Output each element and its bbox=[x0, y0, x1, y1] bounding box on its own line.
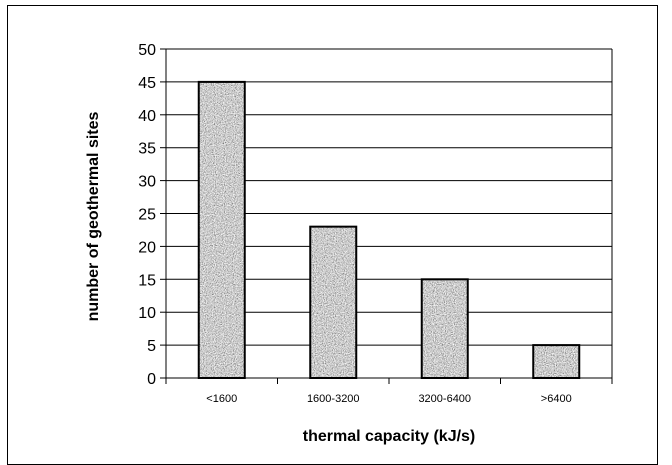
bar bbox=[309, 225, 358, 379]
y-tick-label: 20 bbox=[138, 239, 156, 256]
x-tick-label: 1600-3200 bbox=[307, 393, 360, 405]
bar bbox=[532, 344, 581, 380]
y-tick-label: 50 bbox=[138, 42, 156, 59]
x-tick-label: <1600 bbox=[206, 393, 237, 405]
y-tick-label: 5 bbox=[147, 338, 156, 355]
y-tick-label: 35 bbox=[138, 141, 156, 158]
x-axis-title: thermal capacity (kJ/s) bbox=[303, 428, 476, 445]
y-axis-title: number of geothermal sites bbox=[85, 111, 102, 321]
bar-fill bbox=[310, 226, 357, 378]
bar-fill bbox=[421, 279, 468, 378]
bar-chart: 0 5 10 15 20 25 30 35 40 45 50 <1600 1600-3200 3200-6… bbox=[85, 42, 613, 445]
axes bbox=[160, 48, 613, 384]
y-tick-label: 30 bbox=[138, 174, 156, 191]
bar bbox=[197, 80, 246, 380]
y-tick-label: 40 bbox=[138, 108, 156, 125]
y-tick-label: 15 bbox=[138, 272, 156, 289]
y-tick-label: 0 bbox=[147, 371, 156, 388]
bar bbox=[420, 278, 469, 379]
x-tick-label: >6400 bbox=[541, 393, 572, 405]
y-tick-label: 25 bbox=[138, 207, 156, 224]
y-tick-label: 10 bbox=[138, 305, 156, 322]
bar-fill bbox=[198, 81, 245, 379]
labels: 0 5 10 15 20 25 30 35 40 45 50 <1600 1600-3200 3200-6… bbox=[138, 42, 572, 405]
bars bbox=[197, 80, 581, 380]
bar-fill bbox=[533, 345, 580, 378]
x-tick-label: 3200-6400 bbox=[418, 393, 471, 405]
y-tick-label: 45 bbox=[138, 75, 156, 92]
